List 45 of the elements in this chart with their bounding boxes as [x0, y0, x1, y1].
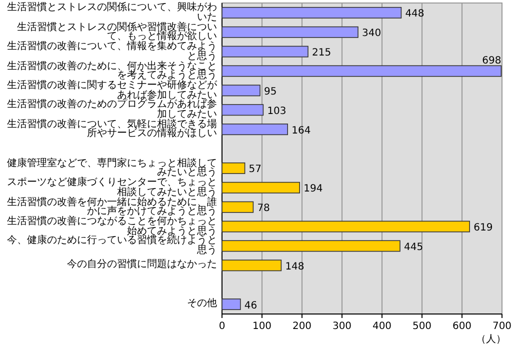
bar [222, 26, 358, 38]
data-label: 78 [257, 203, 270, 214]
x-tick-label: 700 [492, 321, 512, 332]
x-axis-title: （人） [476, 334, 506, 344]
bar [222, 65, 502, 77]
data-label: 698 [482, 56, 502, 67]
y-tick-label: 今、健康のために行っている習慣を続けようと思う [6, 235, 217, 256]
y-tick-label: 生活習慣の改善について、気軽に相談できる場所やサービスの情報がほしい [6, 118, 217, 140]
y-tick-label: スポーツなど健康づくりセンターで、ちょっと相談してみたいと思う [6, 177, 217, 198]
y-tick-label: 生活習慣とストレスの関係について、興味がわいた [6, 2, 217, 23]
bar [222, 84, 260, 96]
x-tick-label: 400 [372, 321, 392, 332]
x-tick-label: 200 [292, 321, 312, 332]
bar [222, 240, 400, 252]
bar [222, 201, 254, 213]
data-label: 148 [285, 261, 304, 272]
data-label: 103 [267, 106, 286, 117]
bar [222, 260, 282, 272]
x-tick-label: 500 [412, 321, 432, 332]
data-label: 215 [312, 48, 332, 59]
data-label: 95 [264, 86, 277, 98]
x-tick-label: 600 [452, 321, 472, 332]
data-label: 619 [474, 222, 493, 234]
bar [222, 124, 288, 136]
y-tick-label: 今の自分の習慣に問題はなかった [66, 259, 217, 270]
data-label: 46 [244, 300, 258, 312]
data-label: 57 [248, 164, 262, 176]
y-tick-label: 生活習慣の改善について、情報を集めてみようと思う [6, 41, 217, 62]
bar [222, 6, 402, 18]
data-label: 164 [292, 125, 311, 136]
bar [222, 220, 470, 232]
bar [222, 182, 300, 194]
x-tick-label: 0 [218, 321, 226, 332]
bar [222, 298, 241, 310]
data-label: 448 [405, 8, 424, 20]
bar [222, 162, 246, 174]
data-label: 194 [304, 184, 323, 195]
y-tick-label: 生活習慣の改善のためのプログラムがあれば参加してみたい [6, 99, 217, 120]
x-tick-label: 300 [332, 321, 352, 332]
y-tick-label: その他 [186, 298, 217, 310]
bar [222, 46, 308, 58]
bar [222, 104, 264, 116]
x-tick-label: 100 [252, 321, 272, 332]
data-label: 340 [362, 28, 382, 40]
data-label: 445 [404, 242, 424, 253]
